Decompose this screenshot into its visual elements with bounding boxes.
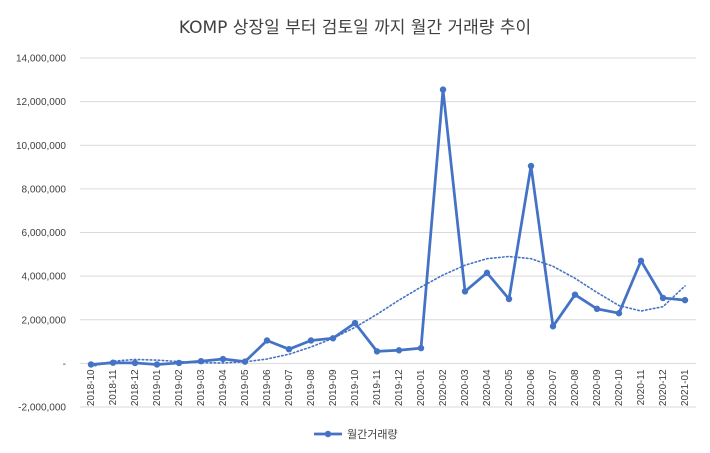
y-tick-label: 4,000,000	[22, 272, 67, 283]
data-point	[109, 359, 117, 366]
data-point	[263, 337, 271, 344]
x-tick-label: 2020-02	[438, 369, 449, 406]
data-point	[329, 335, 337, 342]
y-tick-label: 10,000,000	[16, 141, 66, 152]
x-tick-label: 2020-03	[460, 369, 471, 406]
x-tick-label: 2021-01	[680, 369, 691, 406]
data-point	[131, 359, 139, 367]
y-tick-label: 2,000,000	[22, 315, 67, 326]
y-tick-label: 12,000,000	[16, 97, 66, 108]
y-tick-label: -	[63, 359, 66, 370]
data-point	[483, 269, 491, 277]
x-tick-label: 2020-09	[592, 369, 603, 406]
x-tick-label: 2018-10	[86, 369, 97, 406]
x-tick-label: 2018-11	[108, 369, 119, 405]
data-point	[461, 288, 469, 295]
x-tick-label: 2019-04	[218, 369, 229, 406]
data-point	[197, 357, 205, 365]
x-tick-label: 2020-07	[548, 369, 559, 406]
x-tick-label: 2019-02	[174, 369, 185, 406]
data-point	[527, 162, 535, 170]
x-tick-label: 2020-06	[526, 369, 537, 406]
legend-point-marker	[324, 430, 332, 438]
data-point	[505, 295, 513, 303]
x-tick-label: 2019-06	[262, 369, 273, 406]
x-tick-label: 2020-05	[504, 369, 515, 406]
x-tick-label: 2019-03	[196, 369, 207, 406]
x-tick-label: 2019-01	[152, 369, 163, 406]
data-point	[681, 296, 689, 304]
data-point	[417, 344, 425, 352]
data-point	[549, 323, 557, 330]
x-tick-label: 2019-12	[394, 369, 405, 406]
data-point	[175, 359, 183, 367]
y-tick-label: 6,000,000	[22, 228, 67, 239]
x-axis-ticks: 2018-10 2018-11 2018-12 2019-01 2019-02 2019-…	[86, 369, 691, 406]
x-tick-label: 2020-11	[636, 369, 647, 405]
chart-title: KOMP 상장일 부터 검토일 까지 월간 거래량 추이	[179, 18, 531, 38]
x-tick-label: 2020-10	[614, 369, 625, 406]
x-tick-label: 2020-01	[416, 369, 427, 406]
data-point	[439, 86, 447, 93]
x-tick-label: 2019-08	[306, 369, 317, 406]
data-point	[615, 310, 623, 317]
data-point	[637, 257, 645, 265]
x-tick-label: 2019-05	[240, 369, 251, 406]
data-point	[241, 358, 249, 365]
data-point	[659, 294, 667, 302]
series-layer	[87, 86, 689, 368]
series-line	[90, 88, 686, 366]
x-tick-label: 2019-07	[284, 369, 295, 406]
data-point	[153, 361, 161, 368]
x-tick-label: 2019-11	[372, 369, 383, 405]
y-tick-label: 8,000,000	[22, 184, 67, 195]
data-point	[307, 337, 315, 344]
x-tick-label: 2019-09	[328, 369, 339, 406]
legend: 월간거래량	[314, 428, 398, 441]
data-point	[571, 291, 579, 298]
x-tick-label: 2020-12	[658, 369, 669, 406]
data-point	[593, 305, 601, 313]
y-axis-ticks: -2,000,000-2,000,0004,000,0006,000,0008,…	[16, 54, 66, 414]
data-point	[395, 347, 403, 354]
x-tick-label: 2020-04	[482, 369, 493, 406]
y-tick-label: -2,000,000	[18, 403, 66, 414]
legend-label: 월간거래량	[347, 428, 398, 441]
y-tick-label: 14,000,000	[16, 54, 66, 65]
data-point	[87, 361, 95, 368]
x-tick-label: 2018-12	[130, 369, 141, 406]
data-point	[219, 355, 227, 363]
gridlines	[80, 57, 696, 408]
data-point	[351, 319, 359, 327]
data-point	[285, 345, 293, 353]
data-point	[373, 348, 381, 355]
x-tick-label: 2019-10	[350, 369, 361, 406]
x-tick-label: 2020-08	[570, 369, 581, 406]
